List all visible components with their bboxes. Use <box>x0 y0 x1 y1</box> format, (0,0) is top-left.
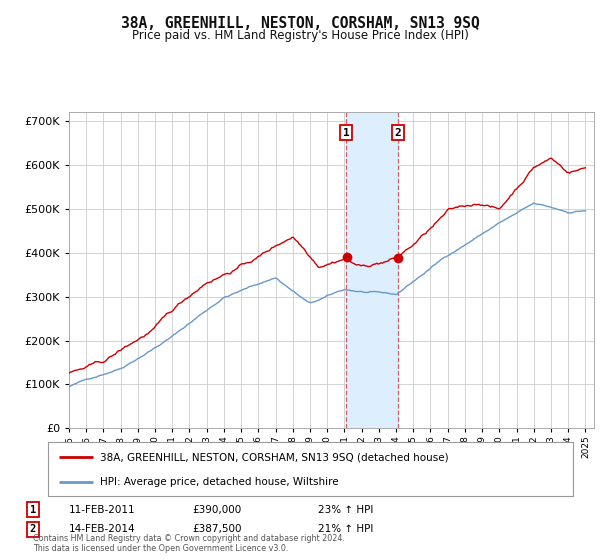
Text: 14-FEB-2014: 14-FEB-2014 <box>69 524 136 534</box>
Text: HPI: Average price, detached house, Wiltshire: HPI: Average price, detached house, Wilt… <box>101 477 339 487</box>
Text: 2: 2 <box>394 128 401 138</box>
Text: 2: 2 <box>30 524 36 534</box>
Text: £387,500: £387,500 <box>192 524 241 534</box>
Text: 38A, GREENHILL, NESTON, CORSHAM, SN13 9SQ: 38A, GREENHILL, NESTON, CORSHAM, SN13 9S… <box>121 16 479 31</box>
Text: 23% ↑ HPI: 23% ↑ HPI <box>318 505 373 515</box>
Text: 1: 1 <box>30 505 36 515</box>
Text: 11-FEB-2011: 11-FEB-2011 <box>69 505 136 515</box>
Text: 1: 1 <box>343 128 350 138</box>
Text: 38A, GREENHILL, NESTON, CORSHAM, SN13 9SQ (detached house): 38A, GREENHILL, NESTON, CORSHAM, SN13 9S… <box>101 452 449 463</box>
Text: Price paid vs. HM Land Registry's House Price Index (HPI): Price paid vs. HM Land Registry's House … <box>131 29 469 42</box>
Text: Contains HM Land Registry data © Crown copyright and database right 2024.
This d: Contains HM Land Registry data © Crown c… <box>33 534 345 553</box>
Text: 21% ↑ HPI: 21% ↑ HPI <box>318 524 373 534</box>
Bar <box>346 112 398 428</box>
Text: £390,000: £390,000 <box>192 505 241 515</box>
